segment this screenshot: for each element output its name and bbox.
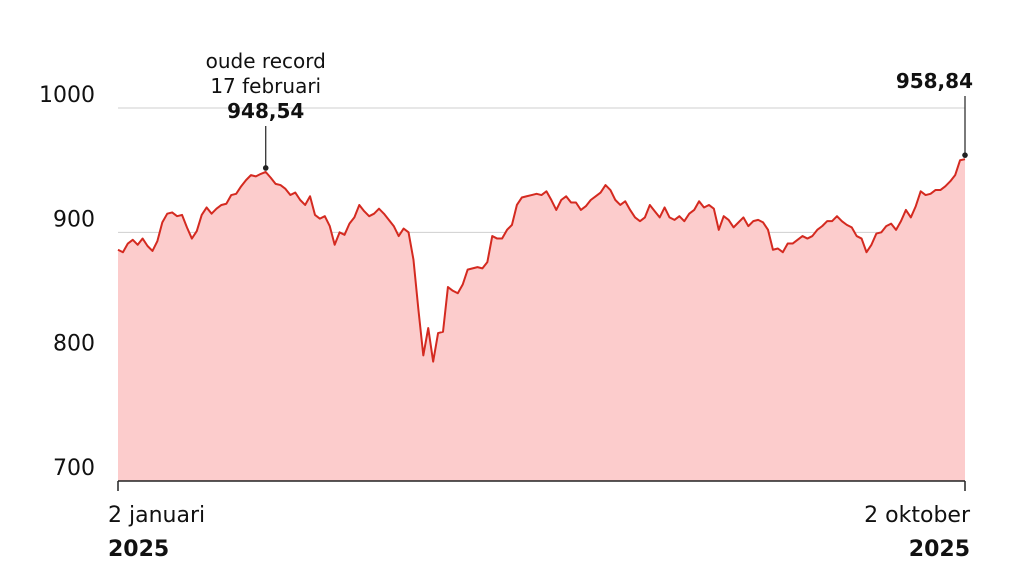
annotation-text: 17 februari xyxy=(210,74,321,98)
y-tick-label: 1000 xyxy=(39,83,95,108)
y-tick-label: 900 xyxy=(53,207,95,232)
y-tick-label: 800 xyxy=(53,332,95,357)
annotation-text: oude record xyxy=(206,49,326,73)
annotation-dot xyxy=(262,165,269,171)
x-tick-label: 2 januari xyxy=(108,503,205,528)
annotation-value: 958,84 xyxy=(896,69,973,93)
x-year-label: 2025 xyxy=(909,537,970,562)
x-year-label: 2025 xyxy=(108,537,169,562)
annotation-dot xyxy=(962,152,968,158)
y-tick-label: 700 xyxy=(53,456,95,481)
area-fill xyxy=(118,159,965,481)
x-tick-label: 2 oktober xyxy=(864,503,971,528)
line xyxy=(117,158,966,363)
annotation-value: 948,54 xyxy=(227,99,304,123)
